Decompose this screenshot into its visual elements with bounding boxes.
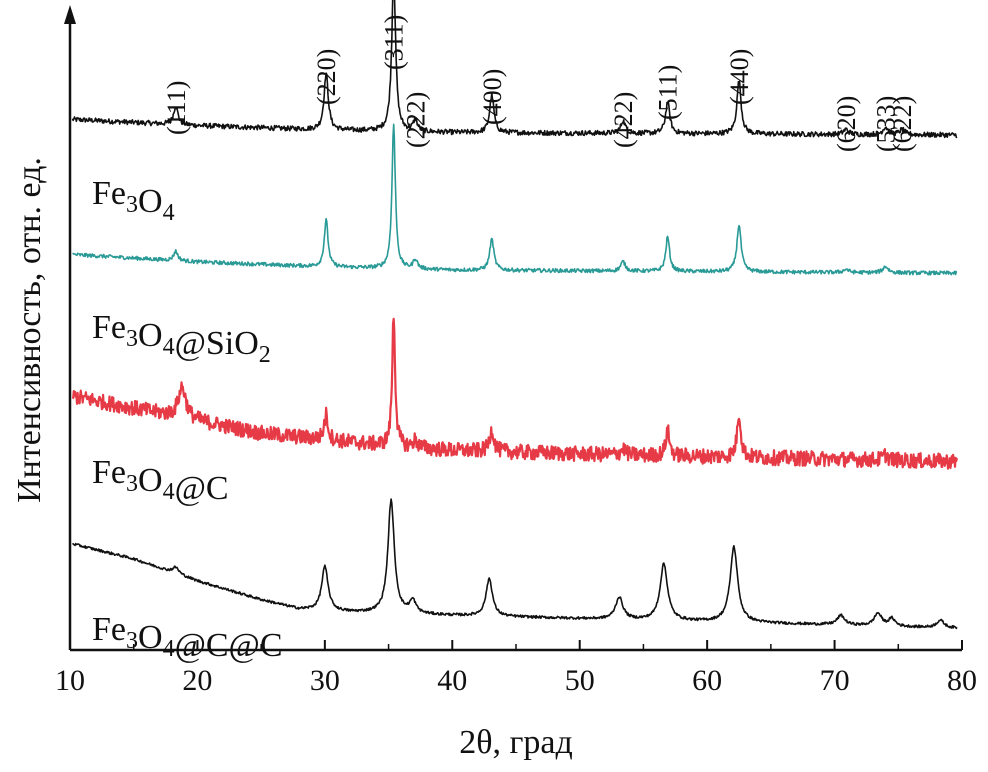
peak-label: (311) xyxy=(380,15,409,70)
series-label-2: Fe3O4@SiO2 xyxy=(92,309,271,368)
peak-label: (422) xyxy=(609,92,638,148)
peak-labels: (111) (220) (311) (222) (400) (422) (511) (440)… xyxy=(162,15,917,152)
x-tick-label: 80 xyxy=(947,664,977,697)
peak-label: (400) xyxy=(478,69,507,125)
peak-label: (440) xyxy=(725,49,754,105)
series-label-3: Fe3O4@C xyxy=(92,454,229,507)
x-tick-label: 20 xyxy=(182,664,212,697)
series-line-4 xyxy=(71,498,958,630)
peak-label: (511) xyxy=(654,65,683,120)
y-axis-label: Интенсивность, отн. ед. xyxy=(11,157,48,503)
series-labels: Fe3O4 Fe3O4@SiO2 Fe3O4@C Fe3O4@C@C xyxy=(92,175,283,664)
series-label-4: Fe3O4@C@C xyxy=(92,611,283,664)
x-tick-label: 50 xyxy=(565,664,595,697)
series-line-2 xyxy=(72,123,958,276)
x-tick-label: 60 xyxy=(692,664,722,697)
peak-label: (222) xyxy=(401,92,430,148)
x-ticks: 10 20 30 40 50 60 70 80 xyxy=(55,640,977,697)
series-line-3 xyxy=(71,317,958,470)
peak-label: (220) xyxy=(312,49,341,105)
series-label-1: Fe3O4 xyxy=(92,175,175,226)
x-tick-label: 40 xyxy=(437,664,467,697)
y-axis xyxy=(64,5,76,650)
x-tick-label: 10 xyxy=(55,664,85,697)
x-tick-label: 30 xyxy=(310,664,340,697)
series-line-1 xyxy=(71,0,958,139)
peak-label: (111) xyxy=(162,81,191,135)
x-tick-label: 70 xyxy=(820,664,850,697)
peak-label: (622) xyxy=(888,96,917,152)
x-axis-label: 2θ, град xyxy=(459,724,573,761)
y-axis-arrow-icon xyxy=(64,5,76,24)
peak-label: (620) xyxy=(832,96,861,152)
peak-label: (533) xyxy=(872,96,901,152)
series-layer xyxy=(71,0,958,630)
